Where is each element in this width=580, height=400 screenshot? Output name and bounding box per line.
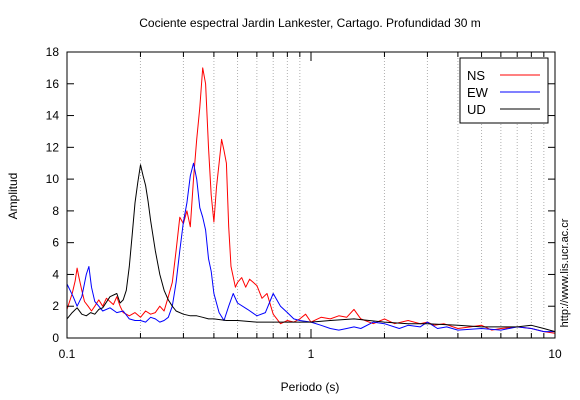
- y-tick-label: 0: [52, 331, 59, 345]
- y-axis-label: Amplitud: [6, 173, 20, 220]
- chart-title: Cociente espectral Jardin Lankester, Car…: [139, 16, 481, 30]
- y-tick-label: 16: [46, 77, 60, 91]
- x-tick-label: 1: [308, 347, 315, 361]
- legend: NS EW UD: [459, 57, 549, 124]
- y-tick-label: 12: [46, 140, 60, 154]
- legend-label-ns: NS: [467, 68, 485, 83]
- x-tick-label: 10: [548, 347, 562, 361]
- y-tick-label: 2: [52, 299, 59, 313]
- y-tick-label: 18: [46, 45, 60, 59]
- series-line-ud: [66, 164, 556, 333]
- site-url-annotation: http://www.lis.ucr.ac.cr: [559, 218, 571, 327]
- legend-label-ud: UD: [467, 102, 486, 117]
- legend-label-ew: EW: [467, 85, 489, 100]
- x-axis-label: Periodo (s): [281, 380, 340, 394]
- legend-box: [459, 57, 549, 124]
- y-tick-label: 14: [46, 109, 60, 123]
- y-tick-label: 8: [52, 204, 59, 218]
- series-lines: [66, 67, 556, 334]
- y-tick-label: 4: [52, 267, 59, 281]
- y-tick-label: 10: [46, 172, 60, 186]
- series-line-ew: [66, 162, 555, 333]
- axis-ticks: 0.1 1 10 0 2 4 6 8 10 12 14 16 18: [46, 45, 562, 361]
- x-tick-label: 0.1: [59, 347, 76, 361]
- y-tick-label: 6: [52, 236, 59, 250]
